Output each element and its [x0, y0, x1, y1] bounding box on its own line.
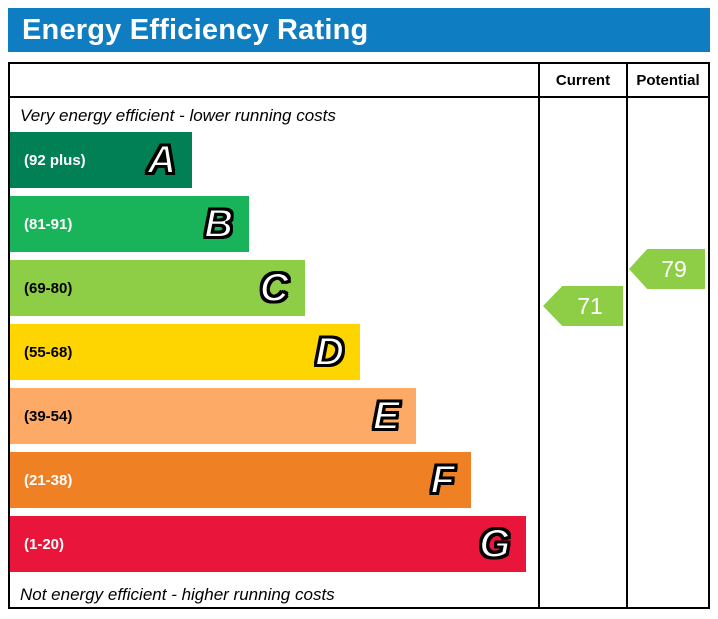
- band-bar-d: (55-68) D: [10, 324, 361, 380]
- band-letter: F: [429, 458, 455, 502]
- band-range-label: (92 plus): [24, 151, 86, 169]
- current-score-value: 71: [577, 292, 603, 319]
- band-range-label: (39-54): [24, 407, 73, 425]
- band-letter: C: [259, 266, 290, 310]
- band-range-label: (1-20): [24, 535, 65, 553]
- energy-efficiency-chart: Current Potential Very energy efficient …: [8, 62, 710, 609]
- band-bar-c: (69-80) C: [10, 260, 305, 316]
- bands-container: (92 plus) A (81-91) B (69-80) C (55-68) …: [10, 132, 538, 580]
- band-letter: G: [478, 522, 511, 566]
- band-range-label: (81-91): [24, 215, 73, 233]
- current-score-arrow: 71: [543, 286, 623, 326]
- top-note: Very energy efficient - lower running co…: [20, 106, 336, 125]
- potential-score-arrow: 79: [629, 249, 705, 289]
- band-letter: B: [203, 202, 234, 246]
- band-letter: A: [146, 138, 177, 182]
- band-bar-g: (1-20) G: [10, 516, 527, 572]
- header-spacer: [10, 64, 538, 98]
- bottom-note: Not energy efficient - higher running co…: [10, 580, 538, 607]
- band-letter: E: [372, 394, 401, 438]
- potential-column-header: Potential: [626, 64, 708, 98]
- band-range-label: (69-80): [24, 279, 73, 297]
- bands-area: Very energy efficient - lower running co…: [10, 98, 538, 607]
- band-letter: D: [314, 330, 345, 374]
- band-bar-b: (81-91) B: [10, 196, 250, 252]
- band-bar-f: (21-38) F: [10, 452, 471, 508]
- band-bar-a: (92 plus) A: [10, 132, 193, 188]
- page-title: Energy Efficiency Rating: [22, 13, 369, 46]
- potential-score-value: 79: [661, 255, 687, 282]
- potential-column: 79: [626, 98, 708, 607]
- band-range-label: (21-38): [24, 471, 73, 489]
- title-bar: Energy Efficiency Rating: [8, 8, 710, 52]
- current-column-header: Current: [538, 64, 626, 98]
- band-range-label: (55-68): [24, 343, 73, 361]
- current-column: 71: [538, 98, 626, 607]
- band-bar-e: (39-54) E: [10, 388, 416, 444]
- bottom-note-text: Not energy efficient - higher running co…: [20, 585, 335, 604]
